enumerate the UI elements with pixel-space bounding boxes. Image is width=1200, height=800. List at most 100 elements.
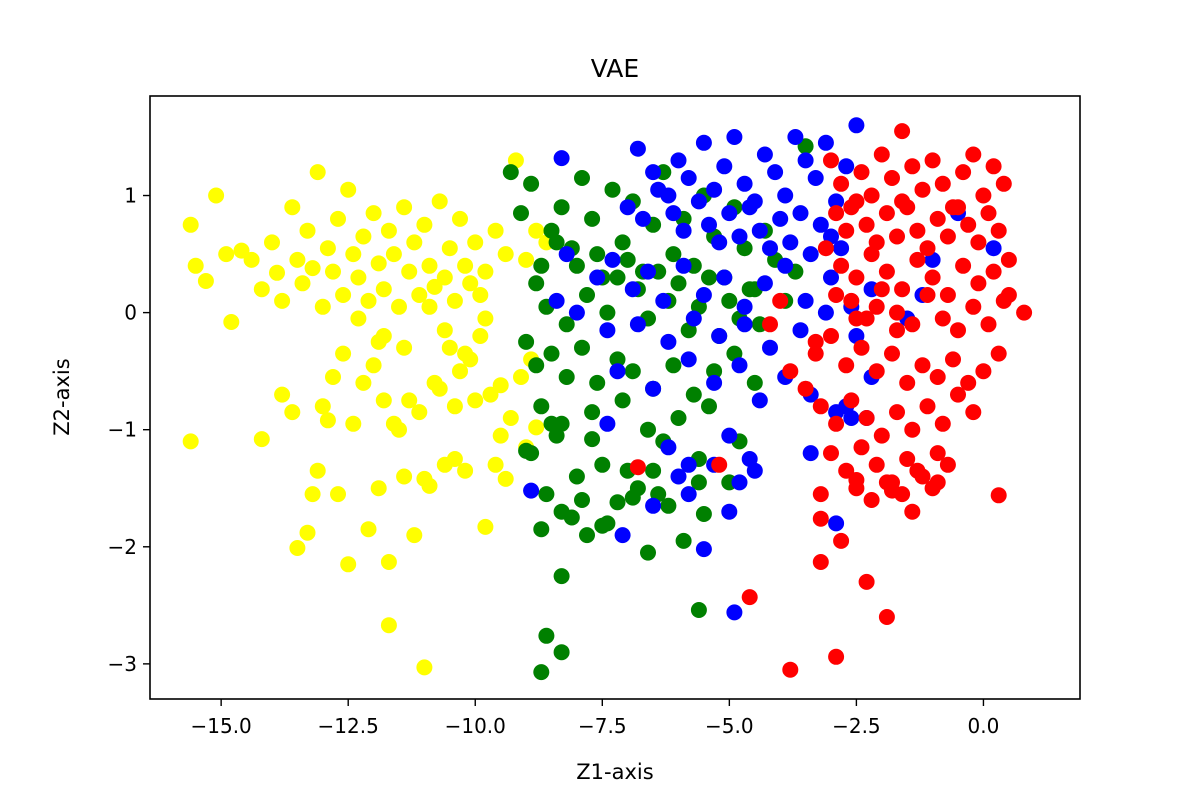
scatter-point: [772, 292, 789, 309]
scatter-point: [807, 170, 824, 186]
scatter-point: [208, 187, 225, 204]
scatter-point: [492, 377, 509, 394]
scatter-point: [873, 146, 890, 163]
scatter-point: [614, 234, 631, 251]
scatter-point: [375, 281, 392, 298]
scatter-point: [294, 275, 311, 292]
y-axis-ticks: 1 0 −1 −2 −3: [108, 184, 150, 676]
scatter-point: [350, 310, 367, 327]
scatter-point: [325, 263, 341, 280]
x-tick-label: 0.0: [968, 714, 1000, 738]
scatter-point: [304, 260, 321, 277]
scatter-point: [304, 486, 321, 503]
scatter-point: [553, 150, 570, 167]
scatter-point: [533, 521, 550, 538]
scatter-point: [970, 275, 987, 292]
scatter-point: [990, 487, 1007, 504]
scatter-point: [853, 339, 870, 356]
scatter-point: [807, 333, 824, 350]
scatter-point: [812, 486, 829, 503]
scatter-point: [487, 456, 504, 473]
scatter-point: [802, 246, 819, 263]
scatter-point: [340, 181, 357, 198]
scatter-point: [543, 415, 560, 432]
scatter-point: [487, 222, 504, 239]
scatter-point: [945, 351, 961, 368]
scatter-point: [812, 216, 829, 233]
scatter-point: [848, 310, 865, 327]
scatter-point: [457, 462, 474, 479]
scatter-point: [314, 298, 331, 315]
scatter-point: [584, 210, 601, 227]
scatter-point: [980, 205, 997, 222]
scatter-point: [746, 374, 763, 391]
scatter-point: [375, 392, 392, 409]
scatter-point: [695, 541, 712, 558]
scatter-point: [599, 322, 616, 339]
scatter-point: [497, 470, 514, 487]
scatter-point: [477, 518, 494, 535]
scatter-point: [645, 380, 662, 397]
scatter-point: [904, 503, 921, 520]
scatter-point: [223, 314, 240, 330]
scatter-point: [929, 210, 946, 227]
scatter-point: [863, 246, 880, 263]
scatter-point: [833, 257, 850, 274]
scatter-point: [736, 316, 753, 333]
scatter-point: [594, 456, 611, 473]
scatter-point: [919, 398, 936, 415]
scatter-point: [543, 345, 560, 362]
scatter-point: [823, 445, 839, 462]
scatter-point: [970, 234, 987, 251]
scatter-point: [467, 392, 484, 409]
scatter-point: [726, 129, 743, 145]
scatter-point: [670, 152, 687, 169]
scatter-point: [975, 187, 992, 204]
scatter-point: [1000, 251, 1017, 268]
scatter-point: [264, 234, 280, 251]
scatter-point: [828, 193, 845, 210]
scatter-point: [828, 648, 845, 665]
scatter-point: [914, 181, 931, 198]
scatter-point: [665, 246, 682, 263]
scatter-point: [604, 181, 621, 198]
scatter-point: [325, 369, 341, 385]
scatter-point: [914, 357, 931, 374]
scatter-point: [797, 292, 814, 309]
scatter-point: [243, 251, 260, 268]
scatter-point: [706, 363, 723, 380]
scatter-point: [472, 287, 489, 303]
scatter-point: [655, 292, 672, 309]
scatter-point: [253, 431, 270, 448]
x-tick-label: −5.0: [705, 714, 754, 738]
scatter-point: [452, 363, 468, 380]
scatter-point: [457, 345, 474, 362]
scatter-point: [1016, 304, 1033, 321]
scatter-point: [807, 345, 824, 362]
scatter-point: [741, 281, 758, 298]
scatter-point: [355, 374, 372, 391]
scatter-point: [609, 351, 626, 368]
scatter-point: [299, 222, 316, 239]
scatter-point: [950, 386, 966, 403]
scatter-point: [345, 415, 362, 432]
scatter-point: [187, 257, 204, 274]
scatter-point: [960, 216, 977, 233]
scatter-point: [858, 410, 875, 426]
scatter-point: [670, 468, 687, 485]
scatter-point: [558, 369, 575, 385]
scatter-point: [858, 573, 875, 590]
scatter-point: [762, 339, 778, 356]
scatter-point: [431, 380, 448, 397]
scatter-point: [711, 456, 728, 473]
scatter-point: [553, 568, 570, 585]
scatter-point: [924, 152, 941, 169]
scatter-point: [446, 398, 463, 415]
scatter-point: [533, 398, 550, 415]
scatter-point: [965, 146, 982, 163]
scatter-point: [284, 199, 301, 216]
scatter-point: [955, 164, 972, 181]
scatter-point: [741, 199, 758, 216]
scatter-point: [828, 287, 845, 303]
scatter-point: [274, 292, 291, 309]
